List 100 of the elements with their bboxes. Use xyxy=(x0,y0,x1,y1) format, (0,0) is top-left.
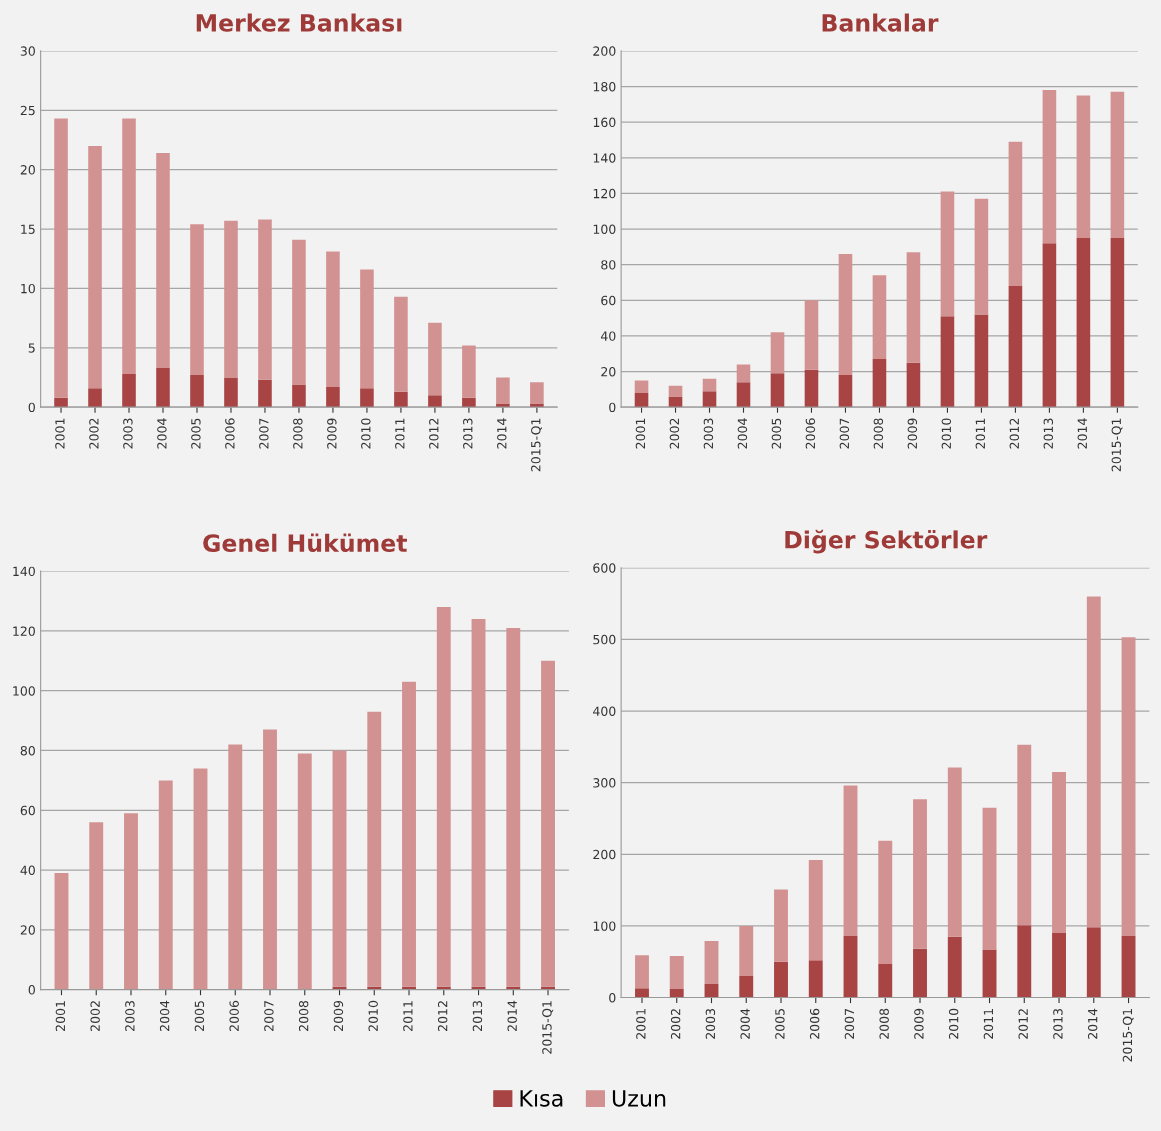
bar xyxy=(982,807,997,950)
x-tick-label: 2005 xyxy=(771,418,782,449)
x-tick-label: 2013 xyxy=(472,1001,483,1031)
x-tick-label: 2002 xyxy=(670,1009,681,1039)
x-tick-label: 2008 xyxy=(873,418,884,449)
bar xyxy=(263,729,277,990)
x-tick-label: 2011 xyxy=(395,418,405,449)
x-tick-label: 2010 xyxy=(361,418,371,449)
bar xyxy=(1110,237,1125,408)
bar xyxy=(88,145,102,389)
bar xyxy=(1076,237,1091,408)
bar xyxy=(228,744,243,990)
x-tick-label: 2011 xyxy=(975,418,986,449)
y-tick-label: 180 xyxy=(593,81,616,92)
x-tick-label: 2003 xyxy=(125,1001,135,1031)
bar xyxy=(156,153,170,368)
y-tick-label: 400 xyxy=(593,706,616,716)
bar xyxy=(1017,744,1032,926)
y-tick-label: 100 xyxy=(593,224,616,234)
bar xyxy=(669,988,684,998)
x-tick-label: 2013 xyxy=(1043,418,1054,449)
bar xyxy=(88,388,102,408)
x-tick-label: 2001 xyxy=(55,1001,66,1031)
bar xyxy=(471,618,486,987)
x-tick-label: 2012 xyxy=(1009,418,1020,449)
bar xyxy=(878,840,893,964)
y-tick-label: 300 xyxy=(593,778,616,788)
y-tick-label: 0 xyxy=(28,402,35,413)
bar xyxy=(739,976,754,998)
x-tick-label: 2004 xyxy=(159,1000,170,1031)
x-tick-label: 2014 xyxy=(497,418,507,449)
legend-label: Kısa xyxy=(520,1090,563,1107)
x-tick-label: 2007 xyxy=(844,1009,855,1039)
bar xyxy=(774,889,788,962)
x-tick-label: 2014 xyxy=(507,1000,517,1031)
bar xyxy=(402,681,416,987)
y-tick-label: 0 xyxy=(609,402,616,413)
x-tick-label: 2014 xyxy=(1077,418,1088,449)
bar xyxy=(1076,95,1091,238)
bar xyxy=(770,332,785,374)
x-tick-label: 2006 xyxy=(809,1008,820,1039)
y-tick-label: 140 xyxy=(13,566,35,577)
bar xyxy=(982,949,997,998)
bar xyxy=(292,239,306,385)
x-tick-label: 2003 xyxy=(123,418,133,449)
y-tick-label: 200 xyxy=(593,849,616,860)
bar xyxy=(1008,286,1023,408)
bar xyxy=(668,385,683,397)
bar xyxy=(360,269,374,389)
bar xyxy=(872,359,887,408)
y-tick-label: 160 xyxy=(593,117,616,128)
y-tick-label: 500 xyxy=(593,634,616,645)
bar xyxy=(1121,935,1136,998)
x-tick-label: 2010 xyxy=(368,1000,378,1031)
bar xyxy=(54,873,69,990)
bar xyxy=(838,253,853,376)
bar xyxy=(702,378,717,392)
x-tick-label: 2007 xyxy=(259,418,269,449)
bar xyxy=(1052,771,1066,934)
bar xyxy=(462,345,476,398)
bar xyxy=(54,397,68,408)
bar xyxy=(702,391,717,408)
bar xyxy=(506,627,521,987)
x-tick-label: 2001 xyxy=(636,1009,646,1039)
bar xyxy=(906,252,921,363)
x-tick-label: 2004 xyxy=(157,418,167,449)
x-tick-label: 2011 xyxy=(403,1001,413,1031)
bar xyxy=(1121,637,1136,936)
x-tick-label: 2015-Q1 xyxy=(542,1001,554,1054)
bar xyxy=(190,375,204,408)
bar xyxy=(122,118,136,374)
y-tick-label: 20 xyxy=(601,367,616,377)
x-tick-label: 2011 xyxy=(983,1009,994,1039)
x-tick-label: 2009 xyxy=(907,418,918,449)
bar xyxy=(704,940,719,984)
bar xyxy=(326,386,340,408)
y-tick-label: 0 xyxy=(609,993,616,1003)
x-tick-label: 2013 xyxy=(1053,1008,1063,1039)
y-tick-label: 100 xyxy=(13,686,35,696)
bar xyxy=(297,753,312,990)
bar xyxy=(394,391,408,408)
bar xyxy=(326,251,340,387)
bar xyxy=(367,711,382,987)
x-tick-label: 2002 xyxy=(669,418,680,449)
x-tick-label: 2003 xyxy=(703,418,714,449)
bar xyxy=(634,380,649,393)
bar xyxy=(428,322,442,396)
bar xyxy=(913,799,927,949)
x-tick-label: 2005 xyxy=(194,1001,205,1031)
x-tick-label: 2004 xyxy=(737,418,748,449)
bar xyxy=(193,768,208,990)
y-tick-label: 10 xyxy=(21,283,35,294)
bar xyxy=(940,191,955,317)
y-tick-label: 15 xyxy=(21,224,35,234)
y-tick-label: 20 xyxy=(20,165,35,175)
bar xyxy=(1008,141,1023,287)
bar xyxy=(462,397,476,408)
bar xyxy=(89,822,104,990)
bar xyxy=(669,956,684,989)
bar xyxy=(739,925,754,977)
